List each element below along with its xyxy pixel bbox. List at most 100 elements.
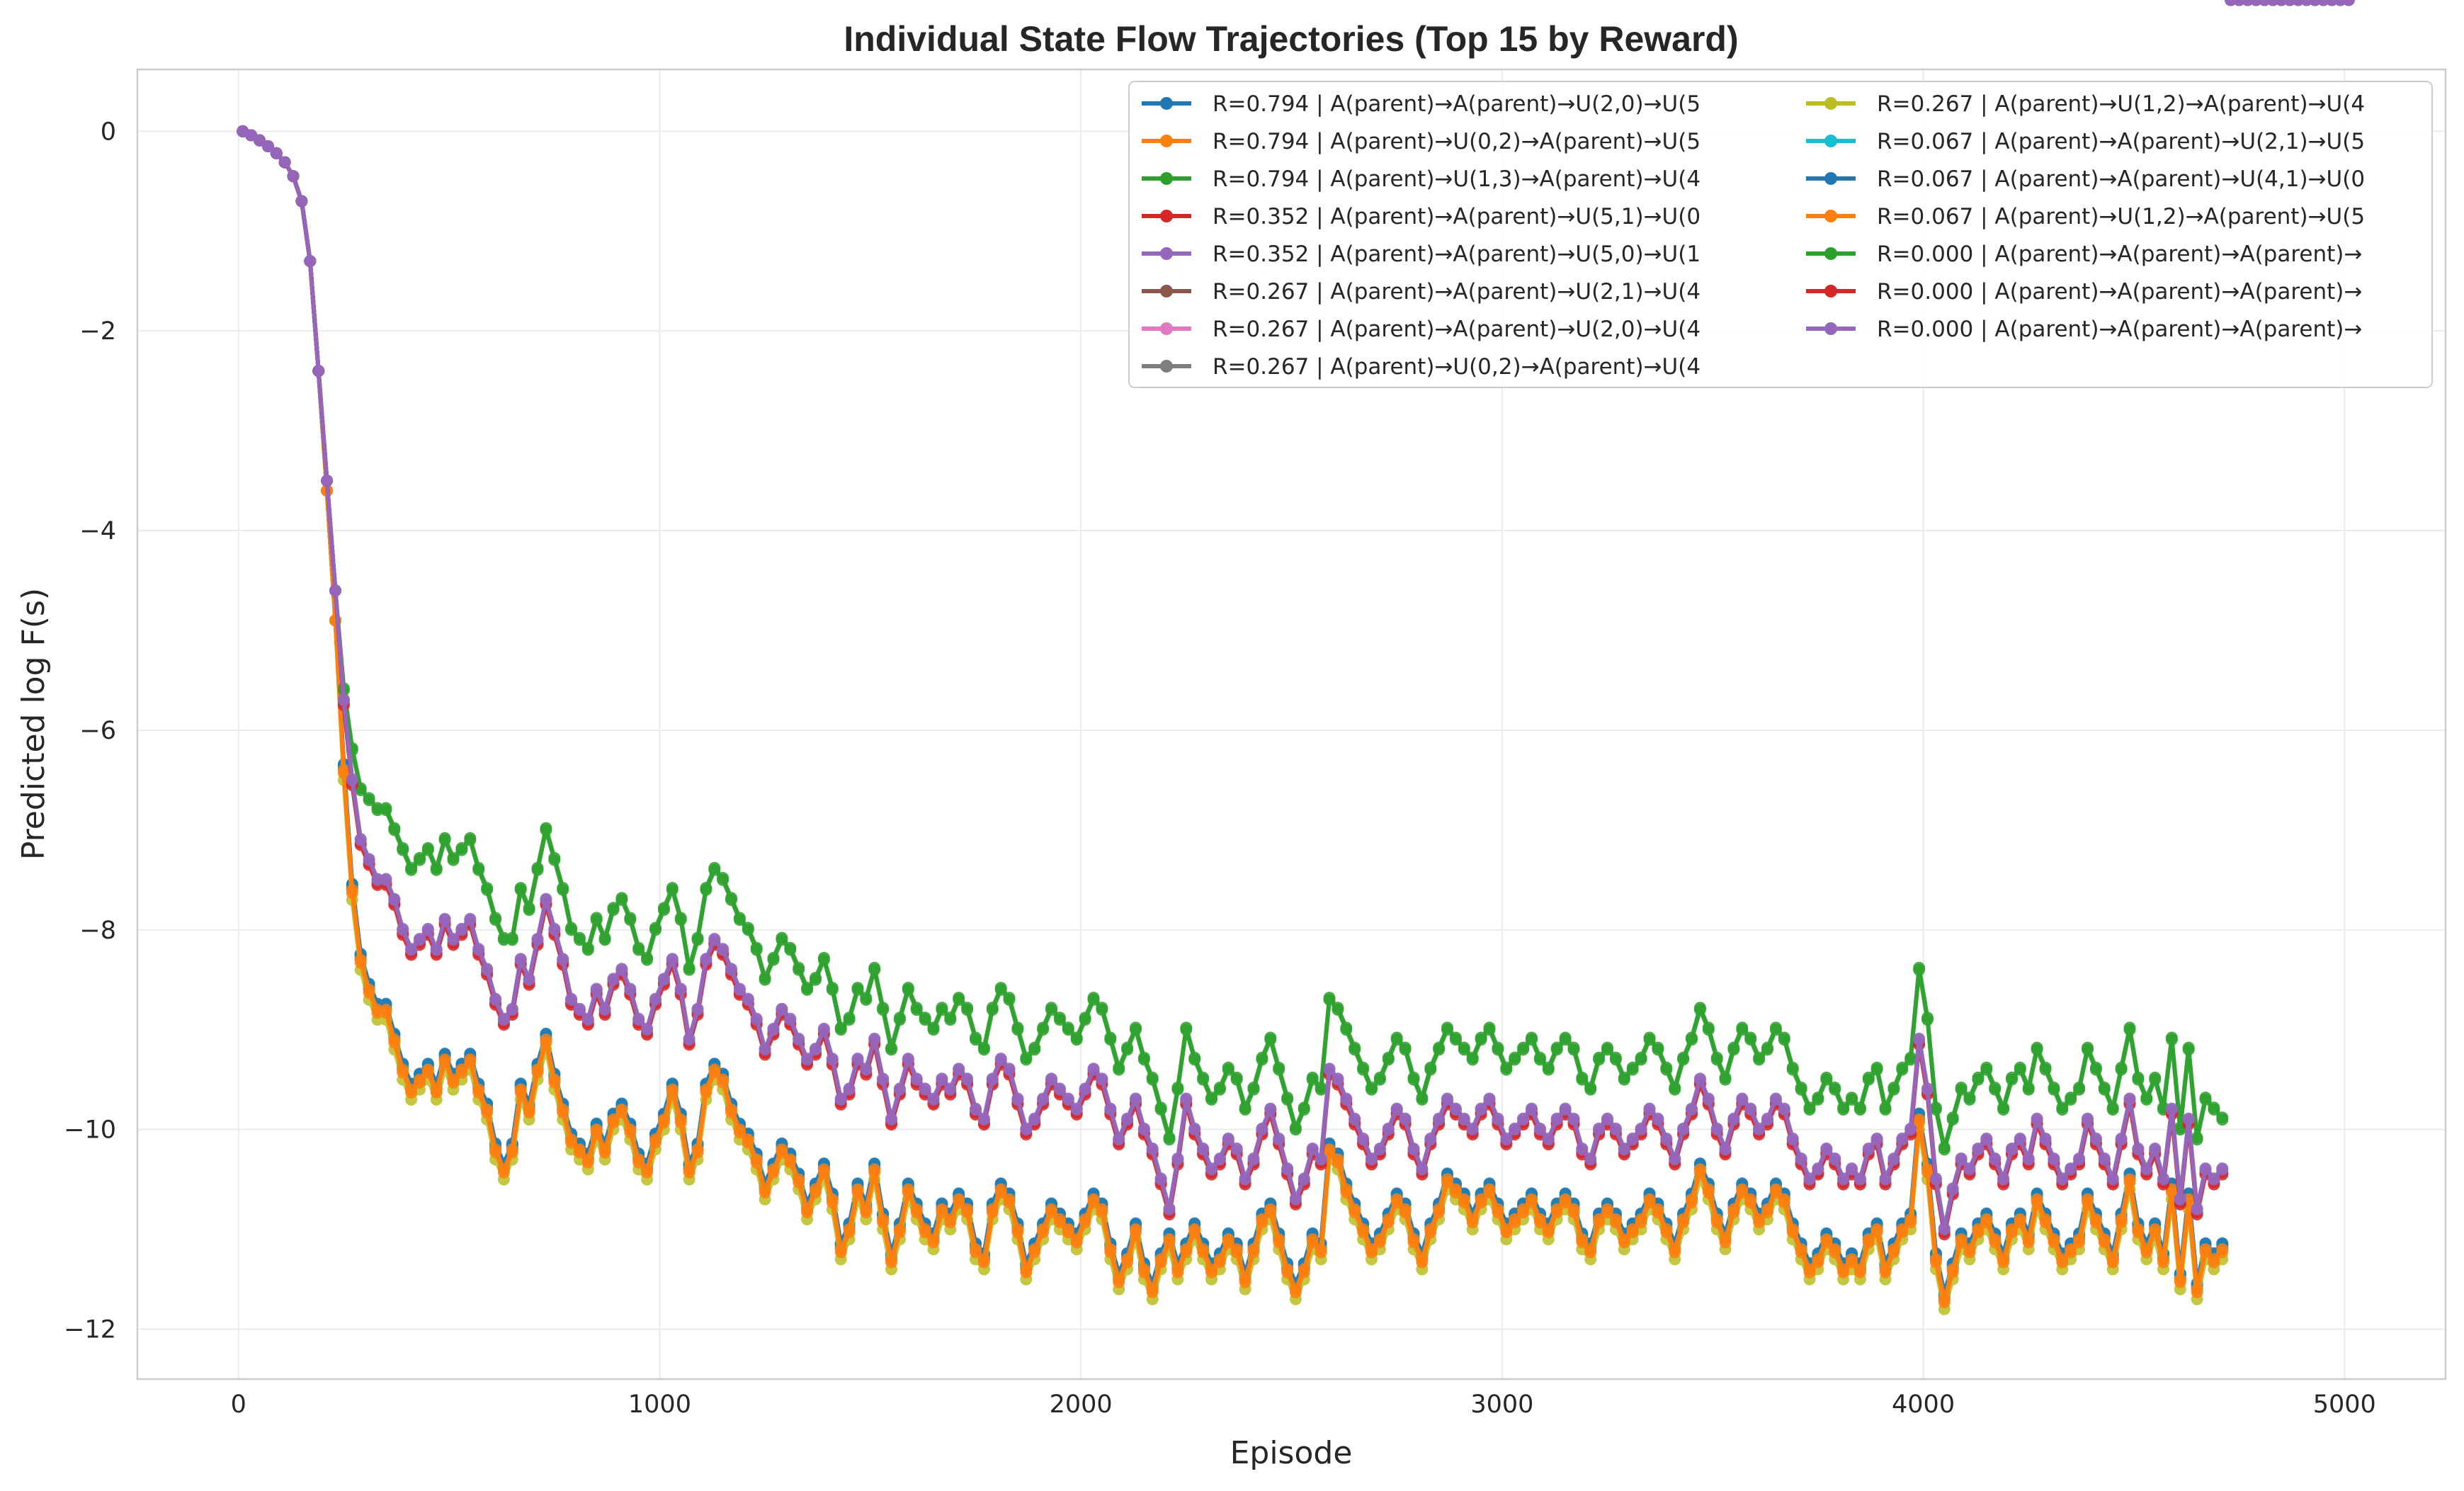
data-point bbox=[2174, 1276, 2186, 1288]
legend-marker bbox=[1824, 172, 1837, 185]
data-point bbox=[346, 773, 358, 786]
data-point bbox=[1660, 1132, 1673, 1145]
series-group bbox=[237, 0, 2355, 1315]
data-point bbox=[919, 1226, 931, 1239]
data-point bbox=[1913, 961, 1926, 974]
data-point bbox=[540, 892, 552, 905]
data-point bbox=[750, 941, 763, 954]
data-point bbox=[590, 1126, 603, 1139]
data-point bbox=[1820, 1236, 1833, 1249]
data-point bbox=[1130, 1092, 1142, 1105]
data-point bbox=[700, 1087, 712, 1099]
data-point bbox=[1887, 1082, 1900, 1094]
data-point bbox=[380, 1007, 392, 1019]
y-tick-label: −8 bbox=[79, 917, 116, 945]
data-point bbox=[1492, 1206, 1504, 1219]
data-point bbox=[2165, 1102, 2178, 1115]
data-point bbox=[1812, 1256, 1824, 1269]
data-point bbox=[2208, 1101, 2220, 1114]
data-point bbox=[1433, 1041, 1446, 1054]
data-point bbox=[776, 931, 788, 944]
legend-marker bbox=[1160, 97, 1173, 110]
data-point bbox=[1896, 1061, 1909, 1074]
data-point bbox=[1778, 1031, 1790, 1044]
data-point bbox=[2174, 1192, 2186, 1205]
data-point bbox=[1171, 1152, 1184, 1164]
data-point bbox=[1340, 1021, 1353, 1034]
data-point bbox=[1980, 1216, 1993, 1229]
data-point bbox=[2182, 1041, 2195, 1054]
axis-ticks: 0 1000 2000 3000 4000 5000 0 −2 −4 −6 −8 −10 −12 bbox=[64, 118, 2376, 1419]
data-point bbox=[1433, 1206, 1446, 1219]
data-point bbox=[733, 912, 746, 924]
data-point bbox=[2065, 1162, 2077, 1175]
data-point bbox=[1829, 1082, 1841, 1094]
data-point bbox=[1416, 1162, 1429, 1175]
data-point bbox=[2199, 1092, 2212, 1104]
data-point bbox=[691, 1002, 704, 1015]
data-point bbox=[1963, 1162, 1976, 1175]
data-point bbox=[2106, 1101, 2119, 1114]
data-point bbox=[1500, 1132, 1513, 1145]
data-point bbox=[397, 1066, 409, 1079]
data-point bbox=[548, 1076, 561, 1089]
data-point bbox=[708, 861, 721, 874]
data-point bbox=[1727, 1112, 1740, 1125]
data-point bbox=[455, 1066, 468, 1079]
data-point bbox=[2106, 1256, 2119, 1269]
data-point bbox=[936, 1072, 948, 1085]
data-point bbox=[767, 1022, 780, 1035]
data-point bbox=[1635, 1216, 1647, 1229]
legend-label: R=0.794 | A(parent)→U(0,2)→A(parent)→U(5 bbox=[1213, 129, 1701, 154]
data-point bbox=[1786, 1132, 1799, 1145]
data-point bbox=[1130, 1021, 1142, 1034]
data-point bbox=[497, 931, 510, 944]
data-point bbox=[1753, 1051, 1766, 1064]
data-point bbox=[455, 841, 468, 854]
data-point bbox=[1609, 1051, 1622, 1064]
data-point bbox=[868, 1032, 881, 1045]
chart-title: Individual State Flow Trajectories (Top … bbox=[844, 19, 1738, 59]
data-point bbox=[1441, 1176, 1453, 1189]
data-point bbox=[885, 1041, 897, 1054]
data-point bbox=[1382, 1051, 1395, 1064]
data-point bbox=[1870, 1132, 1883, 1145]
data-point bbox=[1146, 1071, 1159, 1084]
data-point bbox=[1660, 1226, 1673, 1239]
data-point bbox=[2342, 0, 2355, 6]
data-point bbox=[1972, 1143, 1985, 1155]
data-point bbox=[2157, 1172, 2169, 1185]
legend-item: R=0.267 | A(parent)→A(parent)→U(2,0)→U(4 bbox=[1142, 317, 1701, 342]
data-point bbox=[641, 1022, 654, 1035]
data-point bbox=[970, 1031, 982, 1044]
data-point bbox=[1483, 1092, 1496, 1105]
data-point bbox=[414, 851, 426, 864]
data-point bbox=[2123, 1092, 2136, 1105]
data-point bbox=[2140, 1246, 2153, 1259]
data-point bbox=[1702, 1186, 1715, 1198]
data-point bbox=[784, 1012, 797, 1025]
data-point bbox=[2216, 1162, 2229, 1175]
series-12 bbox=[237, 0, 2355, 1308]
data-point bbox=[1424, 1061, 1437, 1074]
data-point bbox=[1693, 1166, 1706, 1179]
data-point bbox=[1870, 1226, 1883, 1239]
data-point bbox=[851, 982, 864, 994]
data-point bbox=[1955, 1082, 1968, 1094]
data-point bbox=[1938, 1222, 1951, 1235]
data-point bbox=[2115, 1132, 2128, 1145]
data-point bbox=[977, 1041, 990, 1054]
legend-marker bbox=[1824, 247, 1837, 260]
data-point bbox=[1130, 1226, 1142, 1239]
data-point bbox=[986, 1072, 999, 1085]
data-point bbox=[759, 1186, 771, 1198]
data-point bbox=[843, 1082, 856, 1095]
data-point bbox=[1761, 1206, 1773, 1219]
data-point bbox=[2065, 1092, 2077, 1104]
data-point bbox=[1837, 1266, 1850, 1279]
legend-marker bbox=[1160, 247, 1173, 260]
data-point bbox=[2073, 1236, 2086, 1249]
data-point bbox=[1862, 1236, 1875, 1249]
data-point bbox=[1087, 1062, 1100, 1075]
data-point bbox=[1062, 1226, 1074, 1239]
